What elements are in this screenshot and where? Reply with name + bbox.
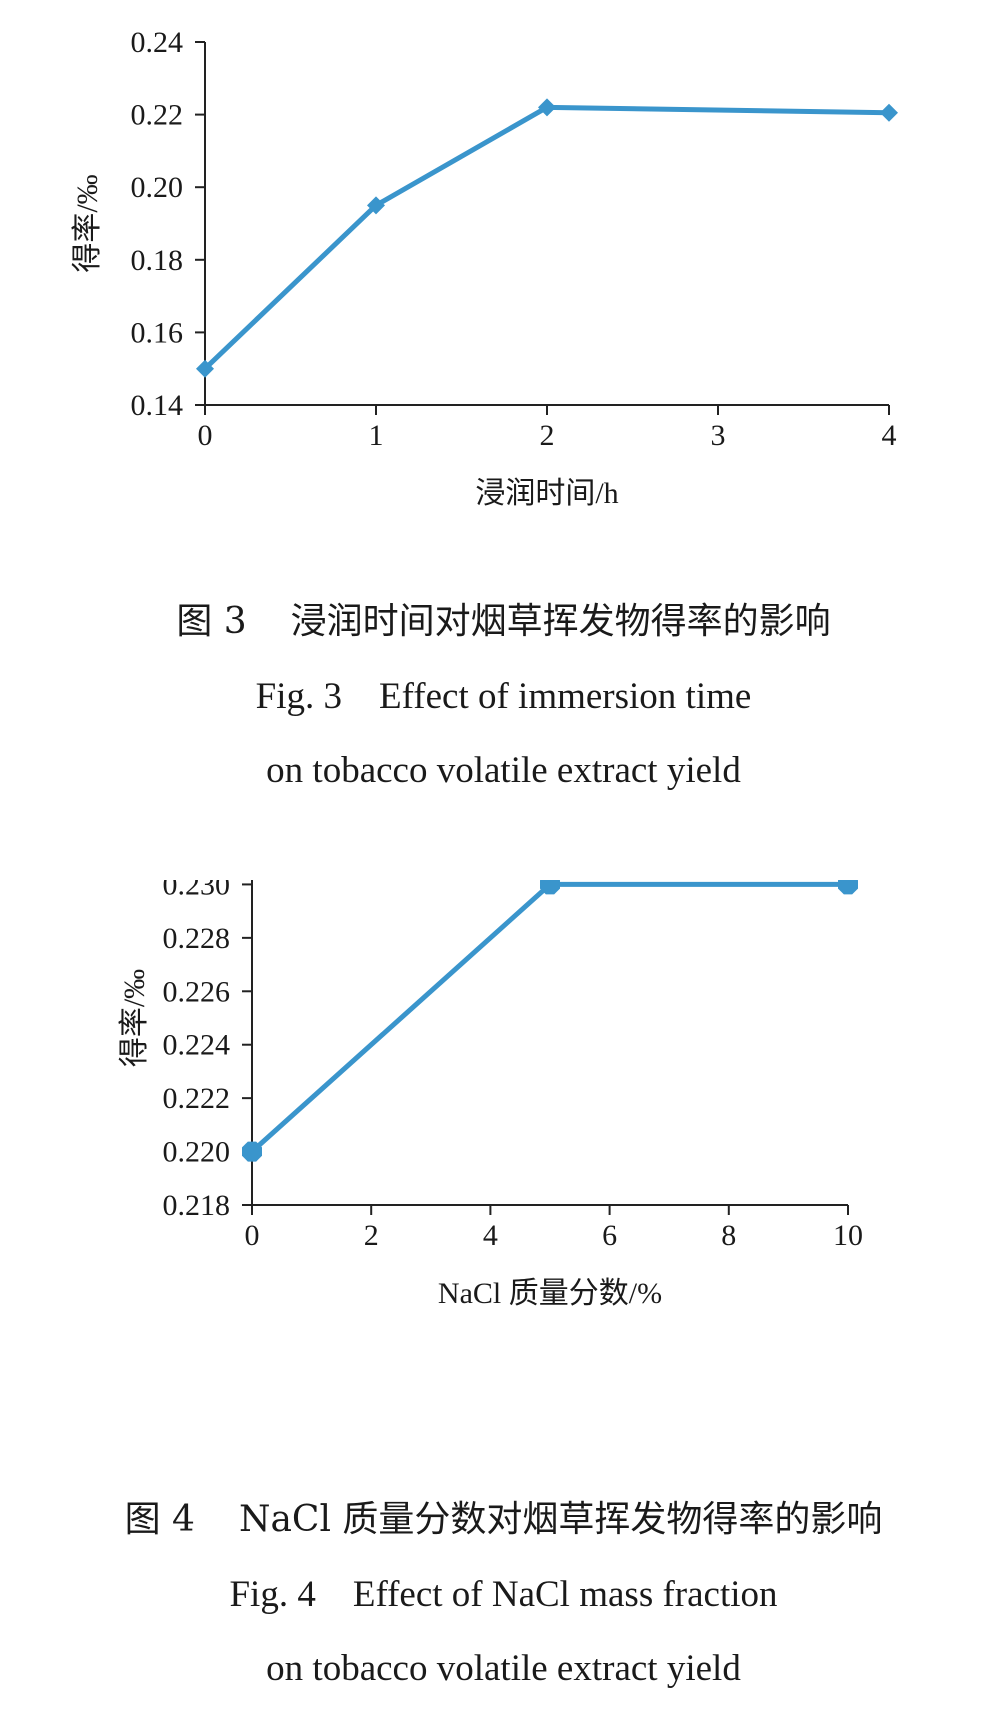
figure4-caption-en-line1: Fig. 4 Effect of NaCl mass fraction (229, 1574, 778, 1615)
y-tick-label: 0.228 (163, 922, 231, 955)
x-tick-label: 1 (369, 419, 384, 452)
y-tick-label: 0.18 (131, 244, 184, 277)
x-tick-label: 2 (540, 419, 555, 452)
y-axis-title: 得率/‰ (118, 969, 151, 1067)
y-tick-label: 0.24 (131, 26, 184, 59)
data-point-diamond (538, 98, 556, 117)
y-tick-label: 0.16 (131, 316, 184, 349)
y-tick-label: 0.222 (163, 1082, 231, 1115)
x-tick-label: 4 (882, 419, 897, 452)
y-tick-label: 0.224 (163, 1029, 231, 1062)
x-axis-title: NaCl 质量分数/% (438, 1277, 662, 1310)
x-tick-label: 0 (198, 419, 213, 452)
y-tick-label: 0.14 (131, 389, 184, 422)
chart-nacl-fraction: 0.2180.2200.2220.2240.2260.2280.2300.232… (118, 880, 863, 1310)
series-line (203, 104, 890, 371)
series-line (250, 881, 848, 1154)
x-tick-label: 2 (364, 1219, 379, 1252)
x-tick-label: 0 (245, 1219, 260, 1252)
figure3-number: 图 3 (176, 601, 247, 642)
x-tick-label: 3 (711, 419, 726, 452)
x-tick-label: 6 (602, 1219, 617, 1252)
data-point-octagon (242, 1141, 262, 1162)
y-tick-label: 0.220 (163, 1136, 231, 1169)
data-point-octagon (838, 880, 858, 895)
figure3-caption-en-line1: Fig. 3 Effect of immersion time (255, 676, 752, 717)
figure3-caption-cn: 图 3 浸润时间对烟草挥发物得率的影响 (0, 603, 1007, 641)
figure4-caption-en-line2: on tobacco volatile extract yield (266, 1648, 741, 1689)
chart-immersion-time: 0.14 0.16 0.18 0.20 0.22 0.24 0 1 2 3 4 浸润时间/h 得率/‰ (71, 26, 898, 510)
x-axis-title: 浸润时间/h (475, 477, 618, 510)
y-tick-label: 0.226 (163, 975, 231, 1008)
data-point-diamond (367, 196, 385, 215)
x-tick-label: 4 (483, 1219, 498, 1252)
figure4-title-cn: NaCl 质量分数对烟草挥发物得率的影响 (238, 1499, 883, 1540)
figure4-number: 图 4 (124, 1499, 195, 1540)
x-tick-label: 8 (721, 1219, 736, 1252)
y-tick-label: 0.22 (131, 99, 184, 132)
figure3-caption-en-line2: on tobacco volatile extract yield (266, 750, 741, 791)
data-point-diamond (196, 359, 214, 378)
y-tick-label: 0.218 (163, 1189, 231, 1222)
data-point-octagon (540, 880, 560, 895)
data-point-diamond (880, 103, 898, 122)
figure4-caption-cn: 图 4 NaCl 质量分数对烟草挥发物得率的影响 (0, 1501, 1007, 1539)
y-axis-title: 得率/‰ (71, 174, 104, 272)
y-tick-label: 0.230 (163, 880, 231, 901)
y-tick-label: 0.20 (131, 171, 184, 204)
x-tick-label: 10 (833, 1219, 863, 1252)
figure3-title-cn: 浸润时间对烟草挥发物得率的影响 (290, 601, 831, 642)
